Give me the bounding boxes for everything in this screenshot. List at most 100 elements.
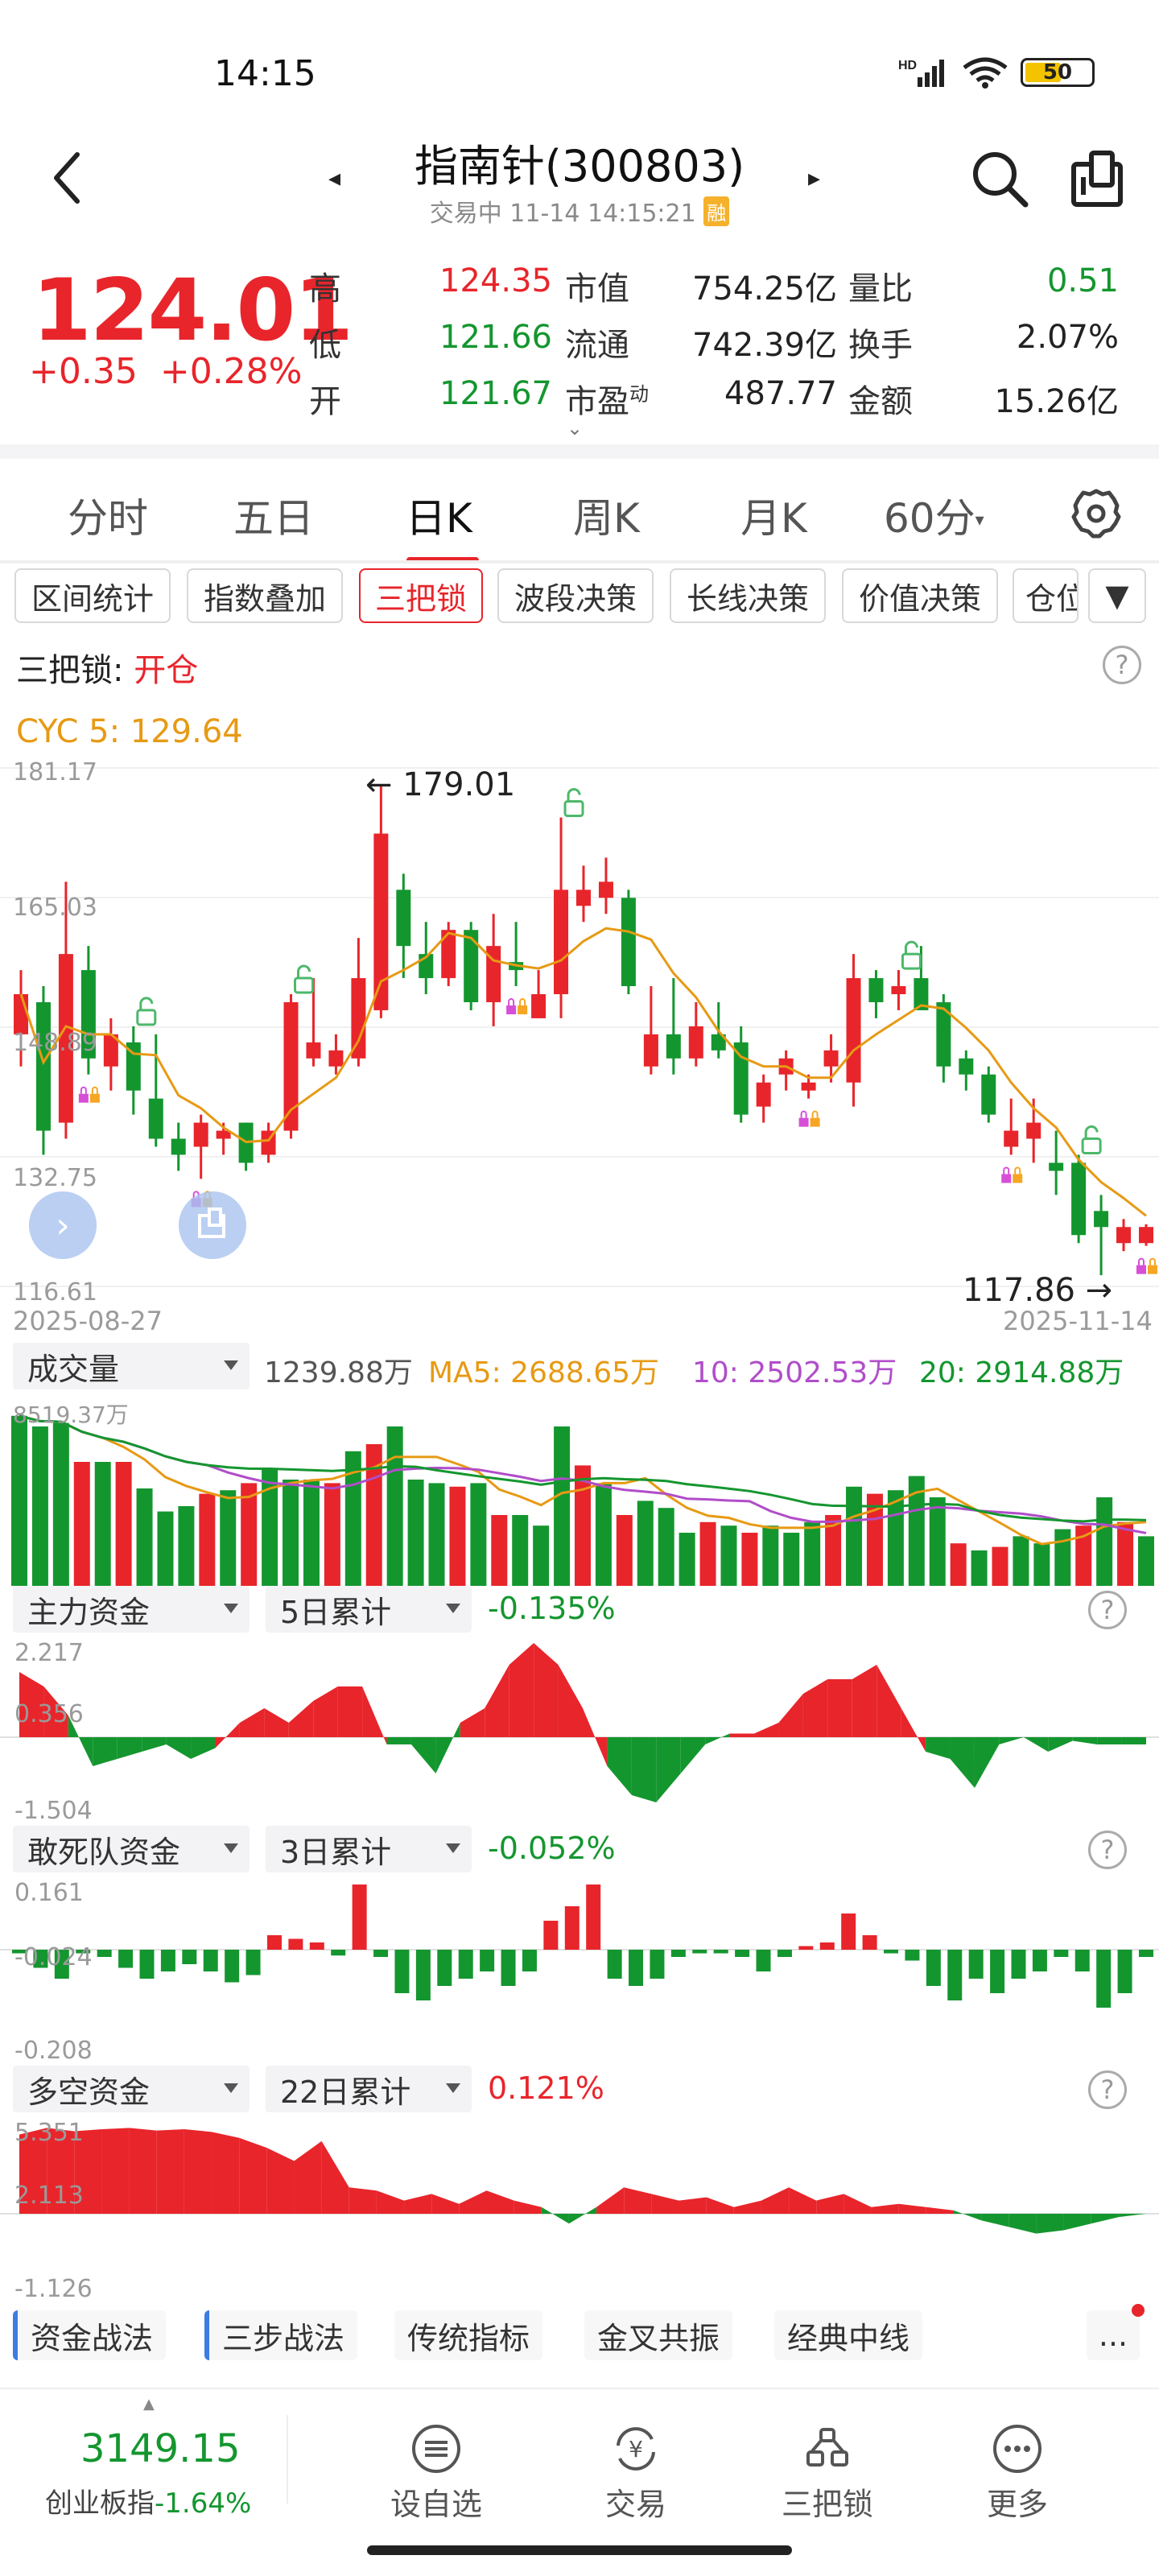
float-share-icon[interactable] (179, 1191, 246, 1259)
fund-area-segment (266, 2148, 295, 2214)
ls-fund-y-bottom: -1.126 (14, 2275, 93, 2303)
tool-classic-mid[interactable]: 经典中线 (774, 2310, 923, 2360)
volume-bar (658, 1508, 674, 1586)
chip-value-decision[interactable]: 价值决策 (842, 568, 998, 623)
fund-area-segment (156, 2129, 184, 2214)
chip-band-decision[interactable]: 波段决策 (497, 568, 654, 623)
tab-daily-k[interactable]: 日K (406, 495, 472, 542)
candle (1004, 1098, 1019, 1155)
main-fund-caret-icon (224, 1604, 238, 1613)
tab-weekly-k[interactable]: 周K (573, 495, 640, 542)
fund-area-segment (871, 2203, 899, 2214)
change-amount: +0.35 (29, 351, 138, 392)
volume-bar (1075, 1525, 1092, 1586)
dare-fund-help-icon[interactable]: ? (1088, 1831, 1127, 1869)
volume-bar (533, 1525, 550, 1586)
chip-long-decision[interactable]: 长线决策 (670, 568, 826, 623)
help-icon[interactable]: ? (1103, 646, 1141, 684)
fund-area-segment (1121, 1737, 1146, 1744)
chip-position[interactable]: 仓位 (1013, 568, 1079, 623)
dare-fund-bar (862, 1935, 877, 1950)
main-fund-value: -0.135% (488, 1591, 616, 1626)
prev-stock-arrow-icon[interactable]: ◂ (328, 164, 341, 192)
fund-area-segment (349, 2187, 377, 2214)
dare-fund-bar (629, 1950, 644, 1986)
nav-three-locks[interactable]: 三把锁 (763, 2423, 892, 2524)
fund-area-segment (541, 2207, 569, 2224)
volume-bar (220, 1490, 237, 1586)
tool-golden-cross[interactable]: 金叉共振 (584, 2310, 733, 2360)
open-lock-icon (901, 940, 922, 970)
high-label: 高 (309, 270, 341, 308)
fund-area-segment (778, 1694, 803, 1737)
tools-more-button[interactable]: ... (1087, 2310, 1140, 2360)
chip-range-stats[interactable]: 区间统计 (14, 568, 171, 623)
tool-traditional[interactable]: 传统指标 (394, 2310, 543, 2360)
nav-more[interactable]: 更多 (953, 2423, 1082, 2524)
trading-status: 交易中 11-14 14:15:21 融 (0, 193, 1159, 229)
volume-selector[interactable]: 成交量 (13, 1343, 250, 1389)
volume-bar (554, 1426, 571, 1586)
candle (328, 1034, 344, 1075)
volume-bar (115, 1462, 132, 1586)
volume-ma10: 10: 2502.53万 (692, 1356, 897, 1389)
search-icon[interactable] (969, 148, 1030, 209)
candle (621, 890, 636, 995)
next-stock-arrow-icon[interactable]: ▸ (808, 164, 821, 192)
fund-area-segment (981, 2214, 1009, 2227)
gear-icon[interactable] (1067, 485, 1125, 543)
tab-60min[interactable]: 60分▾ (884, 486, 984, 544)
index-name-change[interactable]: 创业板指-1.64% (45, 2481, 251, 2520)
ls-fund-help-icon[interactable]: ? (1088, 2070, 1127, 2109)
main-fund-period-selector[interactable]: 5日累计 (266, 1586, 472, 1633)
chips-expand-icon[interactable]: ▼ (1088, 568, 1146, 623)
candle (486, 914, 501, 1026)
ls-fund-period-selector[interactable]: 22日累计 (266, 2066, 472, 2112)
tool-fund-strategy[interactable]: 资金战法 (13, 2310, 167, 2360)
main-fund-selector[interactable]: 主力资金 (13, 1586, 250, 1633)
nav-trade[interactable]: ¥ 交易 (571, 2423, 700, 2524)
pe-label-text: 市盈 (565, 383, 629, 420)
candle (306, 978, 321, 1067)
dare-fund-bar (76, 1950, 91, 1954)
volume-bar (449, 1486, 466, 1586)
expand-chevron-down-icon[interactable]: ⌄ (567, 417, 584, 440)
dare-fund-period-selector[interactable]: 3日累计 (266, 1826, 472, 1872)
fund-area-segment (93, 1737, 118, 1766)
ls-fund-y-top: 5.351 (14, 2119, 84, 2147)
volume-bar (324, 1483, 340, 1586)
main-fund-help-icon[interactable]: ? (1088, 1591, 1127, 1629)
volume-bar (303, 1480, 320, 1586)
fund-area-segment (558, 1665, 583, 1737)
volume-bar (575, 1465, 591, 1586)
dare-fund-selector[interactable]: 敢死队资金 (13, 1826, 250, 1872)
dare-fund-bar (309, 1942, 324, 1950)
chip-index-overlay[interactable]: 指数叠加 (187, 568, 343, 623)
ls-fund-selector[interactable]: 多空资金 (13, 2066, 250, 2112)
share-icon[interactable] (1069, 150, 1125, 208)
dare-fund-bar (819, 1942, 835, 1950)
tool-three-step[interactable]: 三步战法 (204, 2310, 358, 2360)
tab-intraday[interactable]: 分时 (68, 495, 148, 542)
candle (959, 1050, 974, 1091)
back-icon[interactable] (47, 150, 87, 206)
candle (891, 970, 906, 1010)
float-next-icon[interactable]: › (29, 1191, 97, 1259)
dare-fund-bar (990, 1950, 1005, 1993)
index-value[interactable]: 3149.15 (80, 2426, 241, 2471)
fund-area-segment (184, 2129, 212, 2214)
nav-add-watchlist[interactable]: 设自选 (372, 2423, 501, 2524)
fund-area-segment (680, 1737, 706, 1773)
chip-three-locks[interactable]: 三把锁 (359, 568, 483, 623)
fund-area-segment (74, 2129, 102, 2214)
fund-area-segment (1048, 1737, 1073, 1752)
bottom-nav (0, 2388, 1159, 2533)
home-indicator (367, 2545, 792, 2555)
high-marker-value: 179.01 (402, 766, 516, 803)
kline-chart[interactable] (0, 749, 1159, 1312)
tab-monthly-k[interactable]: 月K (740, 495, 807, 542)
tab-five-day[interactable]: 五日 (233, 495, 314, 542)
candle (598, 857, 613, 914)
dare-fund-bar (54, 1950, 69, 1979)
fund-area-segment (733, 2200, 761, 2214)
